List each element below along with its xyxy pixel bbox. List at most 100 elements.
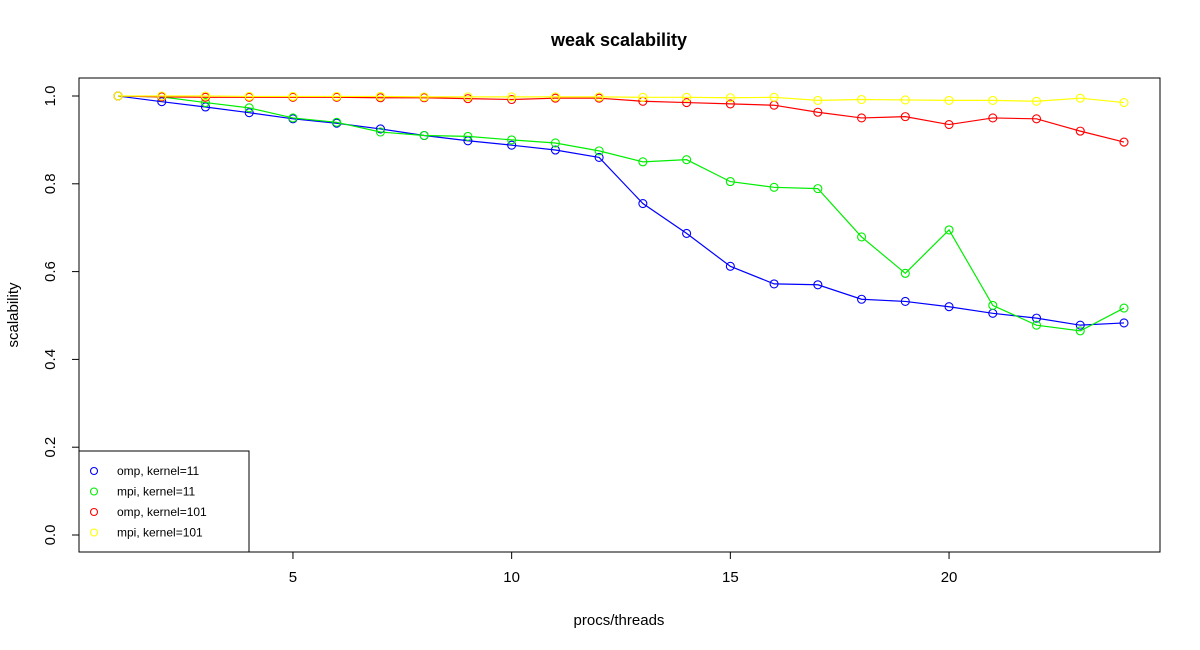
y-axis-label: scalability — [5, 282, 22, 348]
data-point — [1119, 137, 1129, 147]
data-point — [638, 92, 648, 102]
data-point — [288, 113, 298, 123]
series-line — [117, 95, 1125, 326]
data-point — [1075, 326, 1085, 336]
legend-marker — [89, 528, 99, 537]
data-point — [725, 177, 735, 187]
data-point — [769, 92, 779, 102]
data-point — [769, 182, 779, 192]
data-point — [900, 268, 910, 278]
y-axis: 0.0 0.2 0.4 0.6 0.8 1.0 — [42, 86, 79, 546]
data-point — [288, 91, 298, 101]
series-layer — [113, 91, 1129, 336]
data-point — [200, 98, 211, 108]
data-point — [463, 131, 473, 141]
legend-marker — [89, 507, 99, 517]
data-point — [1075, 126, 1085, 136]
data-point — [1119, 98, 1129, 108]
legend-marker — [89, 487, 99, 496]
data-point — [594, 152, 604, 163]
data-point — [1031, 96, 1042, 106]
data-point — [813, 95, 823, 105]
y-tick-label: 0.0 — [42, 525, 59, 546]
data-point — [419, 130, 429, 141]
x-axis: 5 10 15 20 — [289, 552, 957, 586]
data-point — [200, 91, 211, 101]
data-point — [332, 91, 342, 101]
data-point — [900, 112, 910, 122]
data-point — [988, 300, 998, 310]
data-point — [375, 127, 385, 137]
series-1 — [113, 91, 1129, 330]
data-point — [550, 138, 560, 148]
series-4 — [113, 91, 1129, 108]
data-point — [944, 225, 954, 235]
data-point — [507, 92, 517, 102]
data-point — [244, 103, 254, 113]
legend-entry: mpi, kernel=101 — [117, 526, 203, 540]
chart-title: weak scalability — [550, 30, 687, 50]
data-point — [944, 119, 954, 130]
data-point — [900, 296, 910, 307]
y-tick-label: 0.4 — [42, 349, 59, 370]
y-tick-label: 0.6 — [42, 261, 59, 282]
data-point — [725, 99, 735, 109]
data-point — [244, 91, 254, 101]
legend-box — [78, 450, 250, 553]
data-point — [507, 140, 517, 150]
data-point — [157, 97, 167, 107]
data-point — [944, 95, 954, 105]
plot-box — [78, 77, 1161, 553]
data-point — [1031, 313, 1042, 323]
data-point — [375, 124, 385, 134]
series-line — [117, 95, 1125, 143]
x-axis-label: procs/threads — [574, 612, 665, 629]
data-point — [944, 302, 954, 312]
series-line — [117, 95, 1125, 332]
data-point — [244, 108, 254, 118]
data-point — [857, 294, 867, 304]
data-point — [857, 232, 867, 242]
data-point — [638, 157, 648, 167]
legend-entry: omp, kernel=11 — [117, 464, 199, 478]
data-point — [900, 95, 910, 105]
legend-marker — [89, 466, 99, 476]
legend-entry: mpi, kernel=11 — [117, 485, 195, 499]
data-point — [594, 92, 604, 102]
data-point — [507, 135, 517, 145]
data-point — [813, 280, 823, 290]
data-point — [725, 93, 735, 103]
data-point — [463, 92, 473, 102]
data-point — [682, 98, 692, 108]
data-point — [550, 92, 560, 102]
data-point — [725, 261, 735, 271]
data-point — [1031, 320, 1042, 330]
data-point — [682, 92, 692, 102]
series-line — [118, 95, 1125, 104]
data-point — [813, 107, 823, 117]
data-point — [813, 184, 823, 194]
data-point — [988, 95, 998, 105]
y-tick-label: 1.0 — [42, 86, 59, 107]
data-point — [550, 145, 560, 155]
data-point — [1031, 114, 1042, 124]
legend: omp, kernel=11 mpi, kernel=11 omp, kernel=… — [78, 450, 250, 553]
data-point — [1075, 320, 1085, 330]
x-tick-label: 10 — [503, 569, 520, 586]
data-point — [1119, 303, 1129, 313]
y-tick-label: 0.2 — [42, 437, 59, 458]
series-2 — [113, 91, 1129, 336]
y-tick-label: 0.8 — [42, 173, 59, 194]
data-point — [1119, 318, 1129, 328]
x-tick-label: 5 — [289, 569, 297, 586]
data-point — [507, 94, 517, 105]
data-point — [1075, 93, 1085, 103]
data-point — [419, 92, 429, 102]
data-point — [113, 91, 123, 101]
data-point — [375, 91, 385, 101]
data-point — [682, 228, 692, 238]
data-point — [857, 113, 867, 123]
data-point — [988, 113, 998, 123]
data-point — [769, 279, 779, 289]
